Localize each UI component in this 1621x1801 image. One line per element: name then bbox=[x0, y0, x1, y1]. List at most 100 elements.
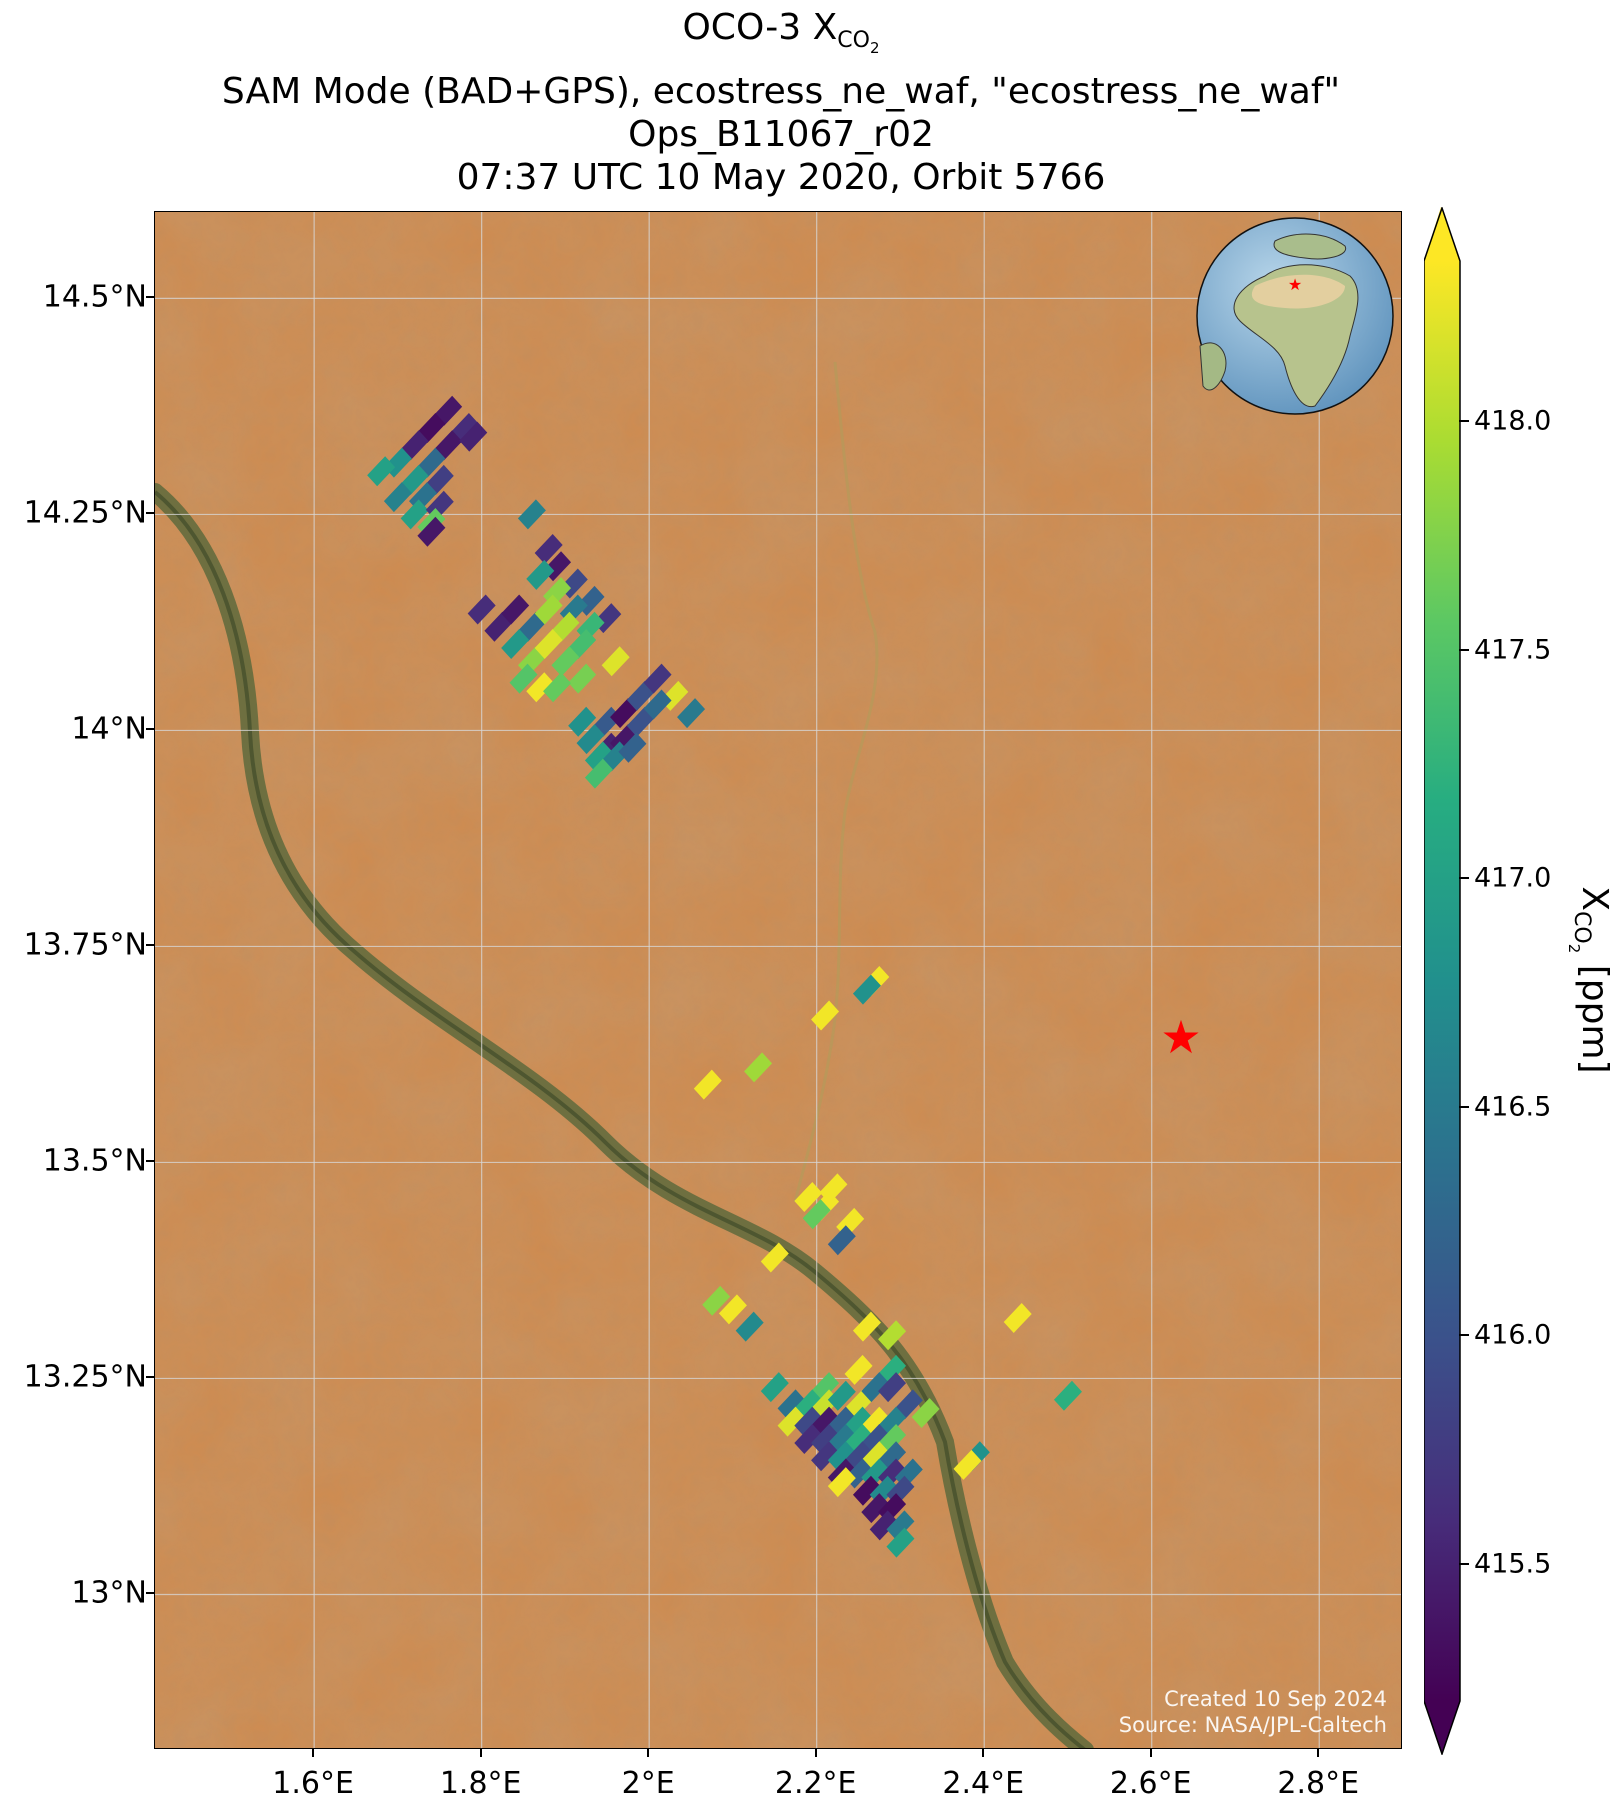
x-tick-mark bbox=[1317, 1749, 1320, 1757]
sounding-footprint bbox=[534, 594, 563, 625]
sounding-footprint bbox=[802, 1199, 831, 1230]
sounding-footprint bbox=[794, 1423, 823, 1454]
globe-south-america bbox=[1199, 342, 1227, 391]
sounding-footprint bbox=[852, 1311, 881, 1342]
x-tick-mark bbox=[982, 1749, 985, 1757]
sounding-footprint bbox=[702, 1285, 731, 1316]
sounding-footprint bbox=[576, 724, 605, 755]
sounding-footprint bbox=[844, 1354, 873, 1385]
sounding-footprint bbox=[819, 1173, 848, 1204]
created-date: Created 10 Sep 2024 bbox=[1164, 1687, 1387, 1711]
sounding-footprint bbox=[844, 1389, 873, 1420]
y-tick-mark bbox=[146, 1160, 154, 1163]
niger-river-channel bbox=[155, 490, 1086, 1748]
colorbar-tick-label: 415.5 bbox=[1474, 1548, 1552, 1580]
y-tick-label: 13.5°N bbox=[42, 1143, 147, 1179]
sounding-footprint bbox=[434, 430, 463, 461]
sounding-footprint bbox=[434, 395, 463, 426]
sounding-footprint bbox=[400, 430, 429, 461]
x-tick-label: 2.2°E bbox=[774, 1766, 857, 1801]
globe-inset: ★ bbox=[1196, 217, 1394, 415]
x-tick-mark bbox=[647, 1749, 650, 1757]
sounding-footprint bbox=[450, 413, 479, 444]
colorbar-tick-label: 417.5 bbox=[1474, 634, 1552, 666]
x-tick-label: 2.6°E bbox=[1109, 1766, 1192, 1801]
sounding-footprint bbox=[501, 594, 530, 625]
sounding-footprint bbox=[878, 1423, 907, 1454]
star-icon: ★ bbox=[1160, 1010, 1201, 1064]
sounding-footprint bbox=[417, 413, 446, 444]
sounding-footprint bbox=[827, 1441, 856, 1472]
colorbar-extend-min bbox=[1424, 1701, 1460, 1755]
sounding-footprint bbox=[844, 1441, 873, 1472]
sounding-footprint bbox=[584, 741, 613, 772]
sounding-footprint bbox=[383, 482, 412, 513]
globe-star-icon: ★ bbox=[1288, 275, 1302, 294]
sounding-footprint bbox=[777, 1389, 806, 1420]
sounding-footprint bbox=[794, 1389, 823, 1420]
map-panel[interactable]: ★ ★ Created 10 Sep 2024 Source: NASA/JPL… bbox=[154, 211, 1402, 1749]
sounding-footprint bbox=[417, 447, 446, 478]
sounding-footprint bbox=[417, 516, 446, 547]
colorbar-tick-mark bbox=[1459, 420, 1469, 422]
sounding-footprint bbox=[509, 663, 538, 694]
x-tick-mark bbox=[1149, 1749, 1152, 1757]
sounding-footprint bbox=[878, 1372, 907, 1403]
colorbar bbox=[1423, 205, 1484, 1757]
y-tick-label: 13.25°N bbox=[23, 1359, 147, 1395]
sounding-footprint bbox=[501, 629, 530, 660]
sounding-footprint bbox=[886, 1510, 915, 1541]
sounding-footprint bbox=[878, 1354, 907, 1385]
sounding-footprint bbox=[861, 1406, 890, 1437]
sounding-footprint bbox=[1053, 1380, 1082, 1411]
sounding-footprint bbox=[911, 1398, 940, 1429]
x-tick-mark bbox=[312, 1749, 315, 1757]
colorbar-outline bbox=[1423, 205, 1461, 1757]
sounding-footprint bbox=[534, 629, 563, 660]
colorbar-tick-label: 418.0 bbox=[1474, 405, 1552, 437]
y-tick-mark bbox=[146, 944, 154, 947]
y-tick-mark bbox=[146, 296, 154, 299]
colorbar-tick-mark bbox=[1459, 1105, 1469, 1108]
y-tick-mark bbox=[146, 1592, 154, 1595]
colorbar-tick-label: 416.0 bbox=[1474, 1319, 1552, 1351]
sounding-footprint bbox=[811, 1372, 840, 1403]
sounding-footprint bbox=[610, 698, 639, 729]
sounding-footprint bbox=[643, 663, 672, 694]
y-tick-label: 13°N bbox=[71, 1575, 147, 1611]
sounding-footprint bbox=[677, 698, 706, 729]
sounding-footprint bbox=[568, 663, 597, 694]
title-line-1: OCO-3 XCO2 bbox=[682, 7, 880, 57]
sounding-footprint bbox=[400, 464, 429, 495]
title-line-4: 07:37 UTC 10 May 2020, Orbit 5766 bbox=[456, 157, 1106, 198]
x-tick-label: 2°E bbox=[621, 1766, 675, 1801]
sounding-footprint bbox=[827, 1380, 856, 1411]
sounding-footprint bbox=[794, 1182, 823, 1213]
colorbar-graphic bbox=[1423, 205, 1461, 1757]
sounding-footprint bbox=[827, 1423, 856, 1454]
graticule bbox=[155, 212, 1401, 1748]
sounding-footprint bbox=[861, 1441, 890, 1472]
source-credit: Source: NASA/JPL-Caltech bbox=[1118, 1713, 1387, 1737]
sounding-footprint bbox=[811, 1406, 840, 1437]
sounding-footprint bbox=[543, 672, 572, 703]
sounding-footprint bbox=[626, 706, 655, 737]
sounding-footprint bbox=[718, 1294, 747, 1325]
sounding-footprint bbox=[878, 1441, 907, 1472]
sounding-footprint bbox=[760, 1242, 789, 1273]
colorbar-extend-max bbox=[1424, 207, 1460, 261]
sounding-footprint bbox=[861, 1372, 890, 1403]
sounding-footprint bbox=[735, 1311, 764, 1342]
sounding-footprint bbox=[852, 1475, 881, 1506]
sounding-footprint bbox=[551, 611, 580, 642]
sounding-footprint bbox=[626, 680, 655, 711]
x-tick-mark bbox=[814, 1749, 817, 1757]
y-tick-mark bbox=[146, 1376, 154, 1379]
sounding-footprint bbox=[869, 1510, 898, 1541]
title-line-2: SAM Mode (BAD+GPS), ecostress_ne_waf, "e… bbox=[221, 71, 1341, 112]
sounding-footprint bbox=[861, 1493, 890, 1524]
sounding-footprint bbox=[526, 672, 555, 703]
sounding-footprint bbox=[400, 499, 429, 530]
sounding-footprint bbox=[467, 594, 496, 625]
globe-sahara bbox=[1251, 274, 1345, 309]
